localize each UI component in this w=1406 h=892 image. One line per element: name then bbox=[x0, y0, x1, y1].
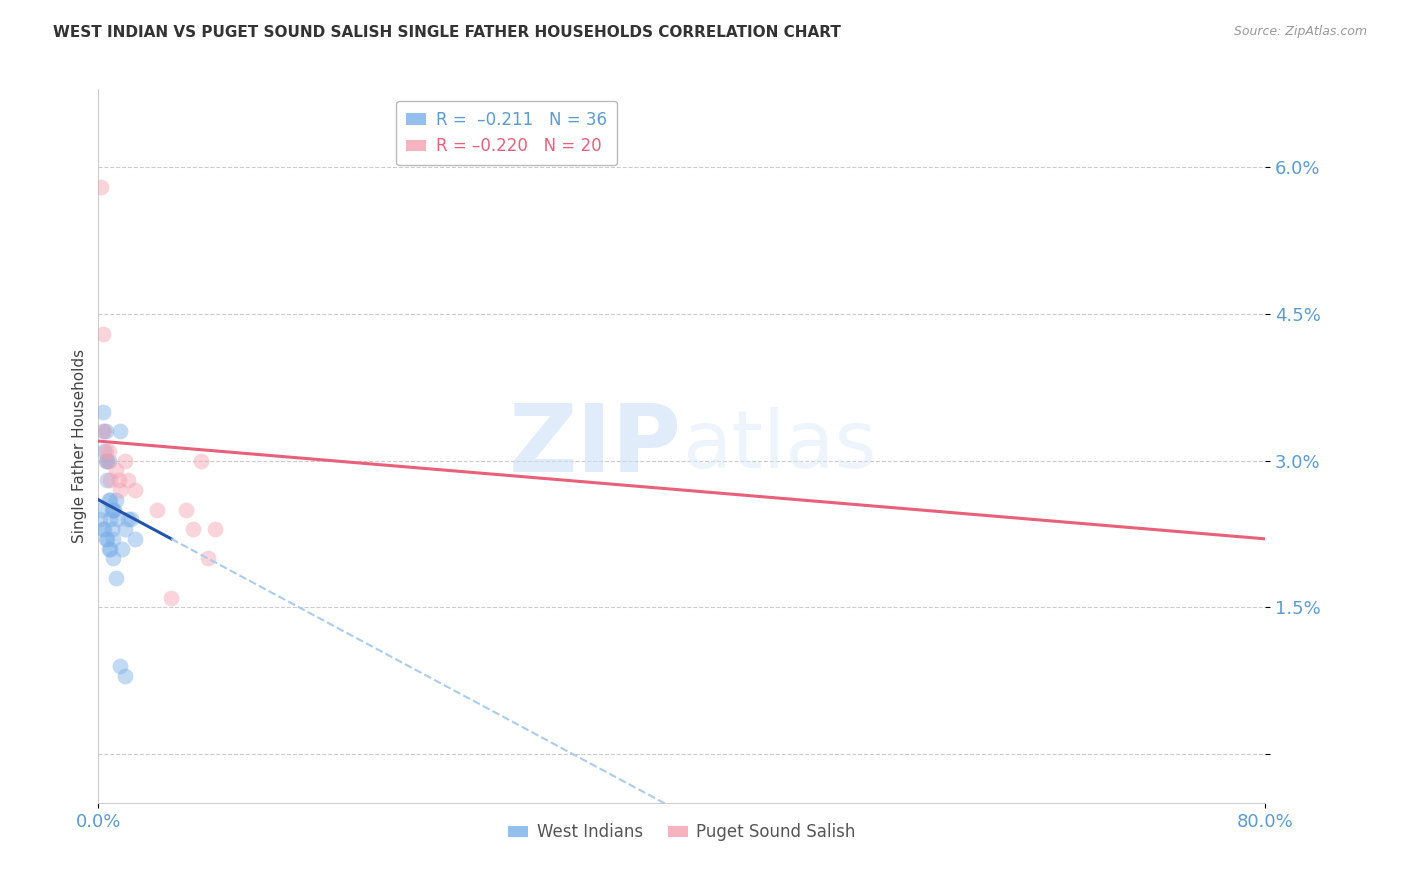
Legend: West Indians, Puget Sound Salish: West Indians, Puget Sound Salish bbox=[502, 817, 862, 848]
Point bbox=[181, 522, 204, 536]
Text: WEST INDIAN VS PUGET SOUND SALISH SINGLE FATHER HOUSEHOLDS CORRELATION CHART: WEST INDIAN VS PUGET SOUND SALISH SINGLE… bbox=[53, 25, 841, 40]
Point bbox=[101, 502, 124, 516]
Point bbox=[111, 541, 134, 556]
Point bbox=[96, 453, 118, 467]
Point bbox=[197, 551, 219, 566]
Point bbox=[114, 522, 136, 536]
Point bbox=[204, 522, 226, 536]
Y-axis label: Single Father Households: Single Father Households bbox=[72, 349, 87, 543]
Point bbox=[91, 405, 114, 419]
Point bbox=[93, 425, 115, 439]
Point bbox=[190, 453, 212, 467]
Point bbox=[104, 463, 127, 477]
Point bbox=[104, 571, 127, 585]
Point bbox=[97, 443, 120, 458]
Point bbox=[98, 512, 121, 526]
Point bbox=[110, 483, 132, 497]
Point bbox=[101, 551, 124, 566]
Point bbox=[124, 532, 146, 546]
Point bbox=[97, 453, 120, 467]
Point bbox=[120, 512, 142, 526]
Point bbox=[93, 443, 115, 458]
Point bbox=[91, 522, 114, 536]
Point bbox=[101, 532, 124, 546]
Point bbox=[97, 541, 120, 556]
Point bbox=[90, 180, 112, 194]
Point bbox=[117, 512, 139, 526]
Point bbox=[104, 492, 127, 507]
Point bbox=[114, 669, 136, 683]
Point bbox=[91, 326, 114, 341]
Point bbox=[97, 492, 120, 507]
Point bbox=[100, 502, 122, 516]
Point bbox=[146, 502, 169, 516]
Point bbox=[94, 443, 117, 458]
Point bbox=[96, 532, 118, 546]
Point bbox=[174, 502, 197, 516]
Point bbox=[108, 473, 131, 487]
Point bbox=[114, 453, 136, 467]
Point bbox=[160, 591, 183, 605]
Point bbox=[93, 522, 115, 536]
Point bbox=[91, 425, 114, 439]
Point bbox=[94, 453, 117, 467]
Point bbox=[103, 502, 125, 516]
Point bbox=[100, 522, 122, 536]
Point bbox=[124, 483, 146, 497]
Point bbox=[110, 425, 132, 439]
Point bbox=[90, 502, 112, 516]
Point bbox=[96, 473, 118, 487]
Point bbox=[94, 532, 117, 546]
Point bbox=[117, 473, 139, 487]
Point bbox=[98, 492, 121, 507]
Text: atlas: atlas bbox=[682, 407, 876, 485]
Point bbox=[94, 425, 117, 439]
Point bbox=[110, 659, 132, 673]
Point bbox=[98, 473, 121, 487]
Point bbox=[105, 512, 128, 526]
Point bbox=[96, 453, 118, 467]
Text: ZIP: ZIP bbox=[509, 400, 682, 492]
Point bbox=[98, 541, 121, 556]
Text: Source: ZipAtlas.com: Source: ZipAtlas.com bbox=[1233, 25, 1367, 38]
Point bbox=[89, 512, 111, 526]
